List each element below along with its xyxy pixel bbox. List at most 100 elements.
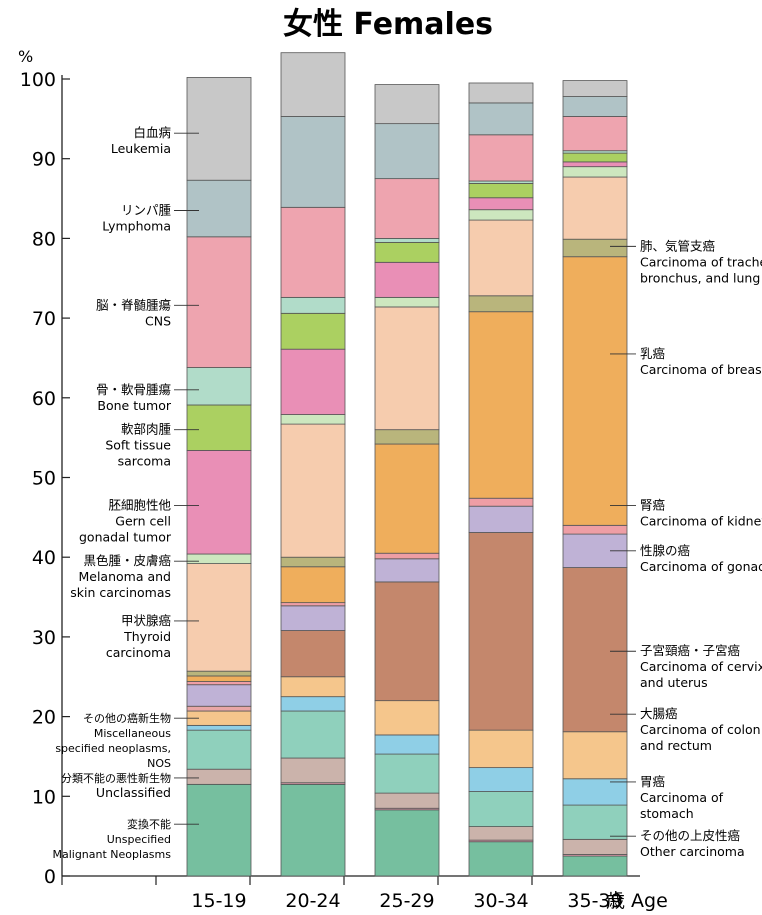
bar-segment-melanoma (280, 414, 346, 425)
bar-segment-misc (280, 710, 346, 759)
left-label-ja: その他の癌新生物 (83, 711, 171, 725)
left-label-ja: リンパ腫 (121, 203, 172, 218)
bar-segment-cervix (280, 630, 346, 678)
bar-segment-cervix (468, 532, 534, 731)
bar-segment-cns (562, 116, 628, 152)
right-label-ja: 腎癌 (640, 497, 665, 512)
right-label-ja: 乳癌 (640, 346, 665, 361)
right-label-en: Carcinoma of breast (640, 362, 762, 377)
right-label-ja: 胃癌 (640, 774, 665, 789)
bar-segment-lymphoma (468, 102, 534, 136)
bar-segment-lymphoma (562, 96, 628, 117)
right-label-en: Carcinoma of trachea, (640, 254, 762, 269)
bar-segment-bone (280, 296, 346, 314)
bar-segment-unclassified (186, 768, 252, 785)
bar-segment-melanoma (468, 209, 534, 221)
bar-segment-germcell (374, 261, 440, 298)
left-label-en: Melanoma and (78, 569, 171, 584)
bar-segment-cns (280, 206, 346, 298)
bar-segment-stomach (468, 767, 534, 792)
bar-segment-cervix (562, 567, 628, 733)
bar-segment-kidney (562, 524, 628, 535)
y-tick-label: 40 (32, 547, 56, 569)
bar-segment-thyroid (280, 423, 346, 558)
x-axis-label: 歳 Age (606, 890, 668, 912)
bar-segment-stomach (280, 696, 346, 712)
bar-segment-stomach (374, 734, 440, 755)
left-label-ja: 甲状腺癌 (121, 613, 171, 628)
left-label-en: CNS (145, 313, 171, 328)
bar-segment-lung (562, 238, 628, 258)
bar-segment-leukemia (186, 77, 252, 181)
bar-segment-kidney (186, 681, 252, 686)
right-label-en: and uterus (640, 675, 708, 690)
bar-segment-unclassified (562, 838, 628, 855)
right-label-ja: 性腺の癌 (640, 543, 690, 558)
y-tick-label: 60 (32, 388, 56, 410)
right-label-en: bronchus, and lung (640, 270, 760, 285)
bar-segment-thyroid (374, 306, 440, 431)
bar-segment-kidney (374, 552, 440, 560)
left-label-en: Malignant Neoplasms (52, 848, 171, 861)
y-tick-label: 70 (32, 308, 56, 330)
left-label-ja: 軟部肉腫 (121, 422, 172, 437)
bar-segment-lung (186, 670, 252, 677)
bar-segment-thyroid (562, 176, 628, 240)
bar-segment-breast (562, 256, 628, 526)
bar-segment-lymphoma (374, 123, 440, 180)
bar-segment-cns (374, 178, 440, 239)
y-tick-label: 30 (32, 627, 56, 649)
bar-segment-lung (468, 295, 534, 313)
y-axis-unit: % (18, 47, 33, 66)
right-label-en: Other carcinoma (640, 844, 745, 859)
chart-title: 女性 Females (283, 7, 493, 42)
bar-segment-cns (186, 236, 252, 368)
x-tick-label: 15-19 (191, 890, 246, 912)
bar-segment-gonads (374, 558, 440, 583)
right-label-en: and rectum (640, 738, 712, 753)
left-label-ja: 骨・軟骨腫瘍 (96, 382, 171, 397)
bar-segment-misc (468, 791, 534, 827)
bar-segment-unspecified (186, 783, 252, 877)
left-label-ja: 黒色腫・皮膚癌 (83, 553, 171, 568)
bar-segment-gonads (280, 605, 346, 631)
bar-segment-lung (374, 429, 440, 445)
bar-segment-unspecified (280, 783, 346, 877)
left-label-ja: 脳・脊髄腫瘍 (96, 297, 171, 312)
bar-segment-colon (562, 731, 628, 780)
bar-segment-breast (280, 566, 346, 604)
bar-segment-leukemia (468, 82, 534, 104)
bar-segment-thyroid (468, 219, 534, 297)
left-label-en: skin carcinomas (70, 585, 171, 600)
x-tick-label: 30-34 (473, 890, 528, 912)
bar-segment-colon (468, 729, 534, 769)
y-tick-label: 0 (44, 866, 56, 888)
bar-segment-soft (468, 183, 534, 199)
left-label-en: Bone tumor (97, 398, 171, 413)
bar-segment-gonads (468, 505, 534, 533)
left-label-ja: 分類不能の悪性新生物 (61, 771, 171, 785)
bar-segment-melanoma (186, 553, 252, 564)
bar-segment-soft (562, 152, 628, 163)
bar-segment-cervix (374, 581, 440, 702)
left-label-ja: 白血病 (133, 125, 171, 140)
bar-segment-breast (186, 675, 252, 682)
left-label-en: Lymphoma (102, 219, 171, 234)
bar-segment-stomach (186, 724, 252, 731)
y-tick-label: 100 (20, 69, 56, 91)
right-label-ja: 肺、気管支癌 (640, 238, 715, 253)
left-label-en: Unclassified (96, 785, 171, 800)
bar-segment-stomach (562, 778, 628, 806)
y-tick-label: 20 (32, 707, 56, 729)
right-label-en: Carcinoma of colon (640, 722, 761, 737)
left-label-en: Leukemia (111, 141, 171, 156)
bar-segment-melanoma (562, 166, 628, 178)
bar-segment-bone (374, 237, 440, 243)
bar-segment-kidney (280, 602, 346, 607)
bar-segment-leukemia (562, 80, 628, 97)
x-tick-label: 25-29 (379, 890, 434, 912)
bar-segment-bone (186, 367, 252, 406)
right-label-en: Carcinoma of gonads (640, 559, 762, 574)
bar-segment-colon (280, 676, 346, 698)
